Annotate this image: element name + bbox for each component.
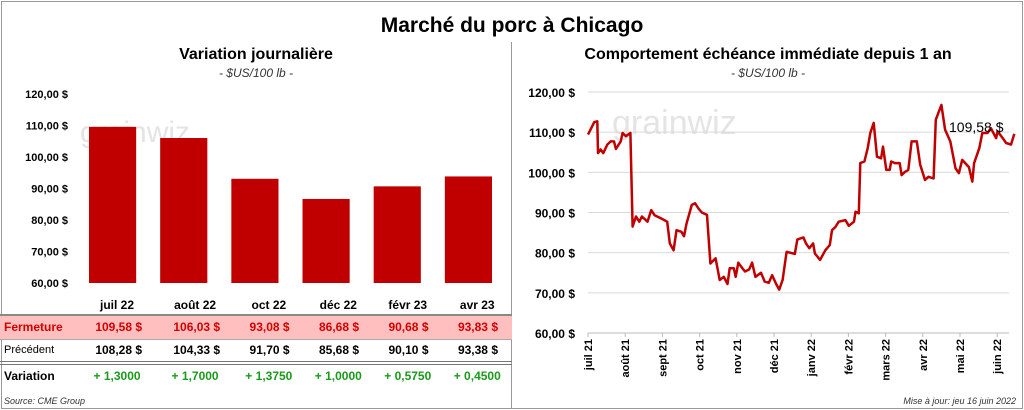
x-tick-label: déc 21 <box>769 339 781 373</box>
cell: 108,28 $ <box>78 339 157 365</box>
cell: 109,58 $ <box>78 314 157 340</box>
y-tick-label: 80,00 $ <box>535 247 575 261</box>
source-note: Source: CME Group <box>4 396 86 406</box>
col-header: févr 23 <box>388 297 428 312</box>
row-label: Fermeture <box>0 314 78 340</box>
cell: + 1,3750 <box>245 369 293 383</box>
bar <box>302 198 350 283</box>
cell: 85,68 $ <box>303 339 374 365</box>
y-tick-label: 60,00 $ <box>535 327 575 341</box>
price-line <box>586 103 1016 291</box>
y-tick-label: 90,00 $ <box>535 207 575 221</box>
col-header: avr 23 <box>459 297 495 312</box>
cell: + 0,5750 <box>384 369 432 383</box>
x-tick-label: avr 22 <box>918 339 930 371</box>
update-note: Mise à jour: jeu 16 juin 2022 <box>903 396 1016 406</box>
bar <box>444 176 492 283</box>
x-tick-label: août 21 <box>620 339 632 378</box>
col-header: déc 22 <box>319 297 357 312</box>
y-tick-label: 90,00 $ <box>31 184 68 196</box>
table-row-variation: Variation + 1,3000 + 1,7000 + 1,3750 + 1… <box>0 363 512 387</box>
y-tick-label: 110,00 $ <box>26 121 68 133</box>
main-title: Marché du porc à Chicago <box>380 14 644 37</box>
cell: + 1,7000 <box>171 369 219 383</box>
cell: 91,70 $ <box>234 339 304 365</box>
bar-chart: grainwiz 60,00 $70,00 $80,00 $90,00 $100… <box>25 89 492 290</box>
row-label: Variation <box>4 369 55 383</box>
x-tick-label: juil 21 <box>583 339 595 371</box>
y-tick-label: 60,00 $ <box>31 278 68 290</box>
cell: 93,38 $ <box>442 339 512 365</box>
cell: 93,08 $ <box>234 314 304 340</box>
x-tick-label: juin 22 <box>992 339 1004 375</box>
price-table: juil 22 août 22 oct 22 déc 22 févr 23 av… <box>0 295 512 387</box>
y-tick-label: 120,00 $ <box>25 89 68 101</box>
y-tick-label: 110,00 $ <box>529 126 575 140</box>
bar <box>373 186 421 283</box>
y-tick-label: 70,00 $ <box>31 247 68 259</box>
bar <box>231 178 279 283</box>
cell: + 1,0000 <box>314 369 362 383</box>
x-tick-label: févr 22 <box>843 339 855 374</box>
left-panel <box>0 42 512 408</box>
cell: 104,33 $ <box>156 339 235 365</box>
y-tick-label: 100,00 $ <box>528 166 575 180</box>
bar-chart-title: Variation journalière <box>179 46 333 63</box>
cell: 93,83 $ <box>442 314 512 340</box>
line-chart: grainwiz 60,00 $ 70,00 $ 80,00 $ 90,00 $ 100… <box>528 86 1016 381</box>
cell: + 0,4500 <box>453 369 501 383</box>
y-tick-label: 100,00 $ <box>25 152 68 164</box>
x-tick-label: janv 22 <box>806 339 818 377</box>
y-tick-label: 80,00 $ <box>31 215 68 227</box>
watermark: grainwiz <box>612 104 737 142</box>
col-header: juil 22 <box>100 297 135 312</box>
col-header: août 22 <box>174 297 217 312</box>
row-label: Précédent <box>0 339 78 365</box>
cell: 106,03 $ <box>156 314 235 340</box>
x-tick-label: nov 21 <box>732 339 744 374</box>
table-header: juil 22 août 22 oct 22 déc 22 févr 23 av… <box>0 295 512 315</box>
cell: 90,68 $ <box>373 314 443 340</box>
table-row-fermeture: Fermeture 109,58 $ 106,03 $ 93,08 $ 86,6… <box>0 314 512 340</box>
bar <box>89 126 137 283</box>
last-value-label: 109,58 $ <box>949 119 1004 135</box>
cell: 86,68 $ <box>303 314 374 340</box>
x-tick-label: mai 22 <box>955 339 967 373</box>
col-header: oct 22 <box>251 297 287 312</box>
y-tick-label: 70,00 $ <box>535 287 575 301</box>
line-chart-unit: - $US/100 lb - <box>730 66 806 80</box>
bar-chart-unit: - $US/100 lb - <box>218 66 294 80</box>
x-tick-label: oct 21 <box>695 339 707 371</box>
line-chart-title: Comportement échéance immédiate depuis 1… <box>584 46 952 63</box>
y-tick-label: 120,00 $ <box>528 86 575 100</box>
cell: + 1,3000 <box>93 369 141 383</box>
table-row-precedent: Précédent 108,28 $ 104,33 $ 91,70 $ 85,6… <box>0 339 512 365</box>
x-tick-label: sept 21 <box>657 339 669 377</box>
x-tick-label: mars 22 <box>881 339 893 381</box>
cell: 90,10 $ <box>373 339 443 365</box>
bar <box>160 138 208 283</box>
